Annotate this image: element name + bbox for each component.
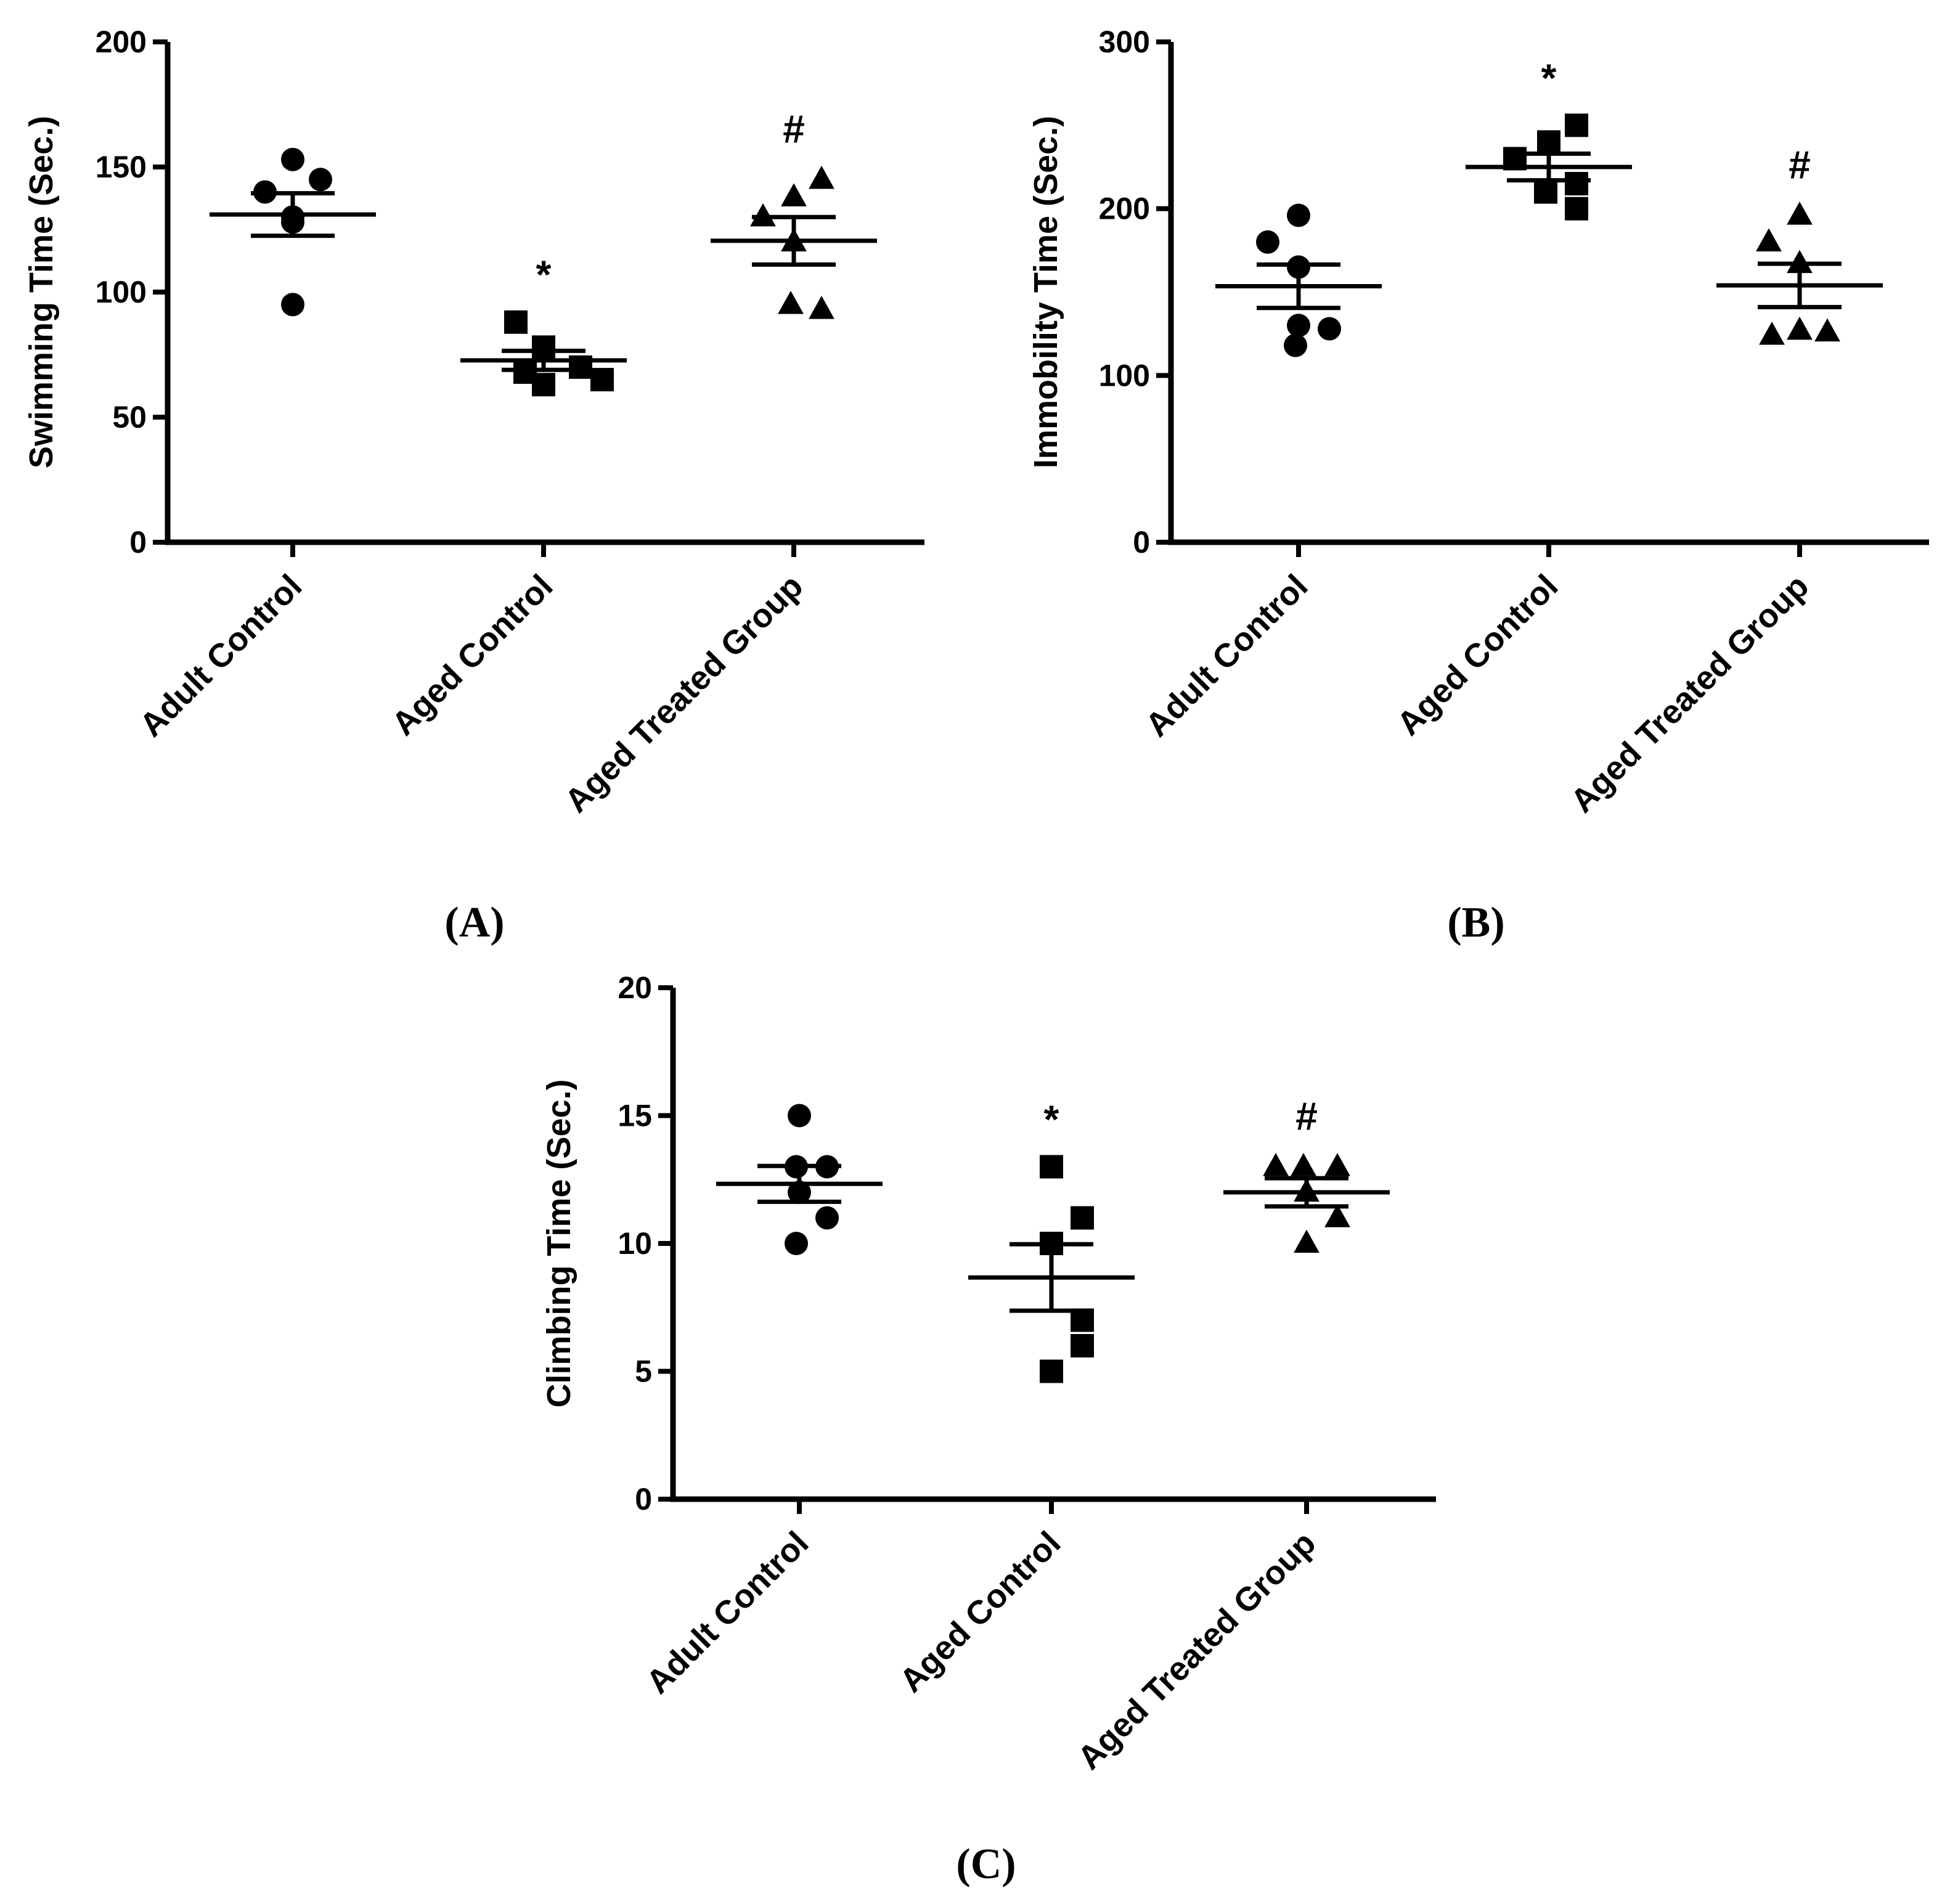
significance-mark: #: [1789, 142, 1811, 187]
y-tick-label: 0: [129, 525, 147, 559]
panel-label: (A): [444, 899, 504, 946]
significance-mark: #: [1295, 1094, 1318, 1139]
data-point: [1787, 250, 1813, 274]
series-aged-treated-group: #: [1223, 1094, 1390, 1253]
data-point: [1814, 318, 1840, 342]
category-label: Adult Control: [133, 568, 309, 744]
data-point: [1040, 1155, 1063, 1179]
category-label: Aged Treated Group: [1071, 1524, 1323, 1776]
data-point: [1324, 1204, 1350, 1227]
data-point: [1291, 1153, 1316, 1176]
data-point: [750, 203, 776, 227]
data-point: [1071, 1334, 1094, 1357]
data-point: [1324, 1153, 1350, 1176]
category-label: Aged Treated Group: [1564, 568, 1816, 820]
y-tick-label: 20: [618, 970, 652, 1005]
series-aged-control: *: [1466, 55, 1632, 221]
data-point: [809, 296, 834, 319]
chart-panel-a: 0 50 100 150 200 Swimming Time (Sec.) Adult Co…: [23, 25, 924, 946]
data-point: [809, 165, 834, 189]
data-point: [1787, 316, 1813, 340]
data-point: [788, 1104, 811, 1128]
data-point: [1787, 201, 1813, 225]
data-point: [1071, 1206, 1094, 1230]
data-point: [1294, 1229, 1320, 1253]
y-axis-title: Swimming Time (Sec.): [23, 116, 60, 468]
chart-panel-c: 0 5 10 15 20 Climbing Time (Sec.) Adult Contro…: [541, 970, 1436, 1888]
significance-mark: #: [783, 107, 805, 151]
category-label: Adult Control: [1138, 568, 1315, 744]
category-label: Aged Control: [385, 568, 560, 742]
y-tick-label: 15: [618, 1099, 652, 1133]
category-label: Aged Control: [892, 1524, 1067, 1699]
series-aged-treated-group: #: [1716, 142, 1883, 345]
data-point: [1263, 1153, 1289, 1176]
axes: [1168, 42, 1929, 545]
series-aged-control: *: [460, 253, 627, 397]
series-adult-control: [210, 147, 376, 317]
data-point: [1287, 314, 1310, 338]
y-tick-label: 100: [1099, 358, 1150, 393]
data-point: [1756, 228, 1782, 251]
data-point: [1256, 230, 1279, 254]
category-label: Aged Control: [1390, 568, 1565, 742]
series-adult-control: [1215, 203, 1382, 357]
series-adult-control: [716, 1104, 883, 1255]
data-point: [1537, 130, 1560, 154]
significance-mark: *: [1044, 1097, 1059, 1142]
panel-label: (B): [1447, 899, 1504, 946]
data-point: [1040, 1359, 1063, 1383]
y-axis-title: Climbing Time (Sec.): [541, 1079, 577, 1407]
data-point: [785, 1232, 808, 1255]
data-point: [778, 290, 804, 314]
data-point: [532, 373, 555, 397]
data-point: [1565, 113, 1588, 137]
data-point: [1287, 203, 1310, 227]
data-point: [781, 183, 807, 206]
data-point: [1318, 317, 1341, 341]
y-tick-label: 50: [112, 400, 147, 434]
data-point: [281, 293, 304, 317]
data-point: [1284, 333, 1307, 357]
data-point: [309, 168, 332, 192]
y-tick-label: 0: [635, 1482, 652, 1516]
data-point: [281, 147, 304, 171]
data-point: [1565, 197, 1588, 221]
data-point: [1759, 321, 1785, 345]
data-point: [815, 1206, 839, 1230]
y-tick-label: 100: [96, 275, 147, 309]
y-tick-label: 200: [1099, 192, 1150, 226]
significance-mark: *: [536, 253, 552, 297]
data-point: [1565, 172, 1588, 196]
series-aged-treated-group: #: [711, 107, 877, 319]
y-tick-label: 5: [635, 1354, 652, 1389]
data-point: [590, 368, 614, 392]
category-label: Aged Treated Group: [558, 568, 810, 820]
chart-panel-b: 0 100 200 300 Immobility Time (Sec.) Adult Co…: [1027, 25, 1929, 946]
y-tick-label: 0: [1133, 525, 1150, 559]
panel-label: (C): [956, 1841, 1016, 1888]
y-tick-label: 200: [96, 25, 147, 59]
data-point: [1534, 180, 1557, 204]
category-label: Adult Control: [639, 1524, 815, 1701]
y-tick-label: 300: [1099, 25, 1150, 59]
data-point: [504, 310, 528, 334]
significance-mark: *: [1541, 55, 1557, 100]
y-tick-label: 10: [618, 1226, 652, 1261]
y-tick-label: 150: [96, 150, 147, 184]
series-aged-control: *: [968, 1097, 1135, 1383]
y-axis-title: Immobility Time (Sec.): [1027, 116, 1064, 468]
